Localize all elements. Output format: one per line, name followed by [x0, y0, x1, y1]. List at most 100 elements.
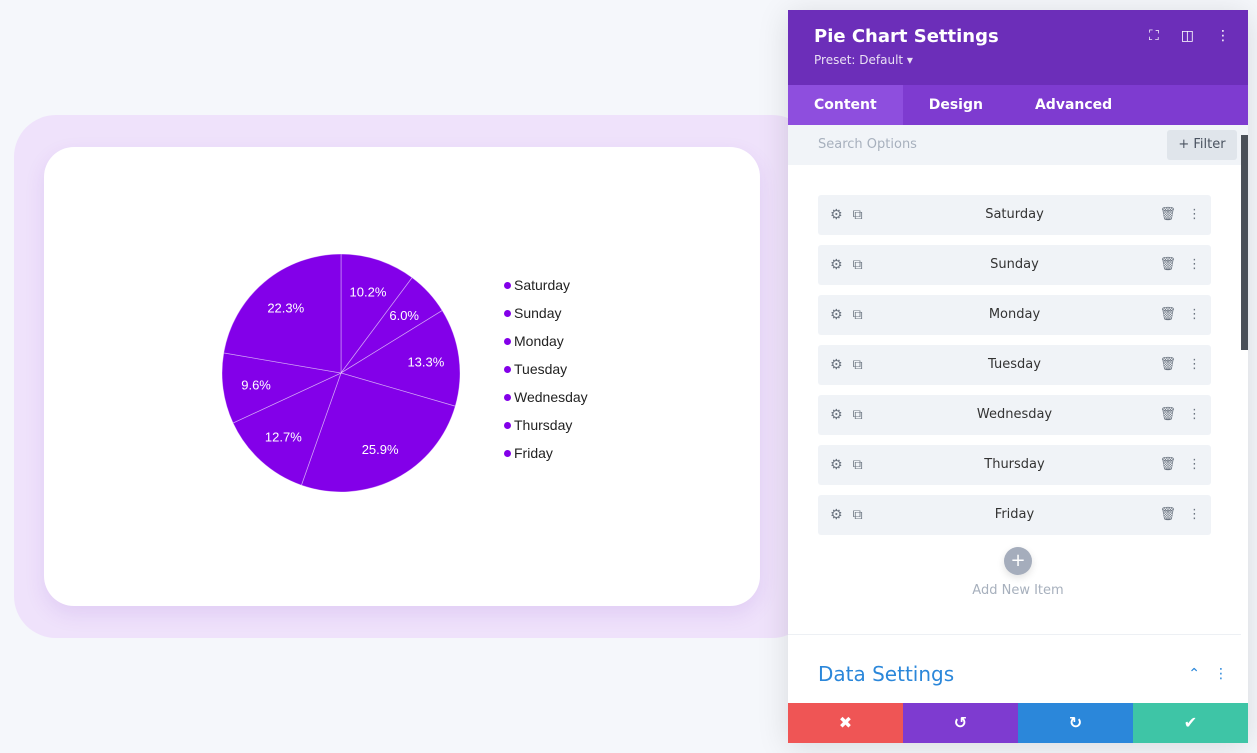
data-settings-toggle[interactable]: Data Settings [818, 662, 955, 686]
list-item[interactable]: ⚙ ⧉ Friday 🗑︎ ⋮ [818, 495, 1211, 535]
duplicate-icon[interactable]: ⧉ [852, 457, 863, 473]
item-menu-icon[interactable]: ⋮ [1188, 357, 1201, 372]
pie-slice-monday[interactable] [340, 309, 461, 407]
legend-dot-icon [504, 393, 511, 401]
gear-icon[interactable]: ⚙ [830, 457, 843, 473]
list-item[interactable]: ⚙ ⧉ Wednesday 🗑︎ ⋮ [818, 395, 1211, 435]
legend-dot-icon [504, 281, 511, 289]
legend-label: Monday [514, 333, 564, 349]
pie-slice-wednesday[interactable] [232, 372, 342, 486]
legend-item[interactable]: Wednesday [504, 383, 588, 411]
duplicate-icon[interactable]: ⧉ [852, 507, 863, 523]
item-menu-icon[interactable]: ⋮ [1188, 507, 1201, 522]
gear-icon[interactable]: ⚙ [830, 207, 843, 223]
legend-dot-icon [504, 337, 511, 345]
tab-advanced[interactable]: Advanced [1034, 97, 1113, 113]
redo-icon: ↻ [1068, 713, 1083, 732]
legend-item[interactable]: Saturday [504, 271, 588, 299]
list-item[interactable]: ⚙ ⧉ Saturday 🗑︎ ⋮ [818, 195, 1211, 235]
panel-title: Pie Chart Settings [814, 26, 999, 47]
slice-label: 6.0% [389, 308, 419, 323]
item-list: ⚙ ⧉ Saturday 🗑︎ ⋮ ⚙ ⧉ Sunday 🗑︎ ⋮ ⚙ ⧉ Monday 🗑︎ ⋮ ⚙ ⧉ Tue… [788, 165, 1248, 535]
add-new-item-button[interactable]: + Add New Item [788, 547, 1248, 598]
legend-item[interactable]: Sunday [504, 299, 588, 327]
trash-icon[interactable]: 🗑︎ [1159, 507, 1176, 522]
section-menu-icon[interactable]: ⋮ [1214, 666, 1228, 682]
split-view-icon[interactable]: ◫ [1180, 28, 1194, 44]
gear-icon[interactable]: ⚙ [830, 307, 843, 323]
check-icon: ✔ [1183, 713, 1198, 732]
item-menu-icon[interactable]: ⋮ [1188, 407, 1201, 422]
legend-label: Saturday [514, 277, 571, 293]
item-label: Monday [988, 307, 1041, 322]
trash-icon[interactable]: 🗑︎ [1159, 457, 1176, 472]
divider [788, 634, 1241, 635]
item-label: Wednesday [976, 407, 1053, 422]
legend-dot-icon [504, 449, 511, 457]
filter-button[interactable]: + Filter [1167, 130, 1237, 160]
item-menu-icon[interactable]: ⋮ [1188, 207, 1201, 222]
gear-icon[interactable]: ⚙ [830, 357, 843, 373]
item-menu-icon[interactable]: ⋮ [1188, 257, 1201, 272]
gear-icon[interactable]: ⚙ [830, 507, 843, 523]
slice-label: 12.7% [265, 429, 302, 444]
list-item[interactable]: ⚙ ⧉ Tuesday 🗑︎ ⋮ [818, 345, 1211, 385]
trash-icon[interactable]: 🗑︎ [1159, 207, 1176, 222]
item-menu-icon[interactable]: ⋮ [1188, 457, 1201, 472]
legend-item[interactable]: Tuesday [504, 355, 588, 383]
legend-label: Thursday [514, 417, 573, 433]
add-new-item-label: Add New Item [972, 583, 1064, 598]
panel-header[interactable]: Pie Chart Settings Preset: Default ▾ ⛶ ◫… [788, 10, 1248, 85]
legend-item[interactable]: Friday [504, 439, 588, 467]
list-item[interactable]: ⚙ ⧉ Sunday 🗑︎ ⋮ [818, 245, 1211, 285]
slice-label: 22.3% [267, 301, 304, 316]
cancel-button[interactable]: ✖ [788, 703, 903, 743]
legend-item[interactable]: Thursday [504, 411, 588, 439]
redo-button[interactable]: ↻ [1018, 703, 1133, 743]
close-icon: ✖ [838, 713, 853, 732]
duplicate-icon[interactable]: ⧉ [852, 407, 863, 423]
search-options-input[interactable]: Search Options + Filter [788, 125, 1248, 165]
tab-content[interactable]: Content [788, 85, 903, 125]
legend-item[interactable]: Monday [504, 327, 588, 355]
duplicate-icon[interactable]: ⧉ [852, 257, 863, 273]
chart-legend: Saturday Sunday Monday Tuesday Wednesday Thur… [504, 271, 588, 467]
item-label: Sunday [990, 257, 1039, 272]
trash-icon[interactable]: 🗑︎ [1159, 307, 1176, 322]
tab-bar: Content Design Advanced [788, 85, 1248, 125]
undo-button[interactable]: ↺ [903, 703, 1018, 743]
gear-icon[interactable]: ⚙ [830, 257, 843, 273]
pie-slice-thursday[interactable] [221, 352, 343, 424]
legend-label: Sunday [514, 305, 562, 321]
pie-slice-tuesday[interactable] [300, 372, 456, 493]
legend-label: Friday [514, 445, 553, 461]
duplicate-icon[interactable]: ⧉ [852, 357, 863, 373]
gear-icon[interactable]: ⚙ [830, 407, 843, 423]
chevron-up-icon[interactable]: ⌃ [1188, 666, 1200, 682]
more-options-icon[interactable]: ⋮ [1216, 28, 1230, 44]
duplicate-icon[interactable]: ⧉ [852, 207, 863, 223]
tab-design[interactable]: Design [928, 97, 983, 113]
fullscreen-icon[interactable]: ⛶ [1148, 28, 1159, 44]
preset-dropdown[interactable]: Preset: Default ▾ [814, 53, 913, 67]
scrollbar[interactable] [1241, 135, 1248, 350]
pie-slice-friday[interactable] [223, 253, 342, 374]
slice-label: 9.6% [241, 377, 271, 392]
list-item[interactable]: ⚙ ⧉ Thursday 🗑︎ ⋮ [818, 445, 1211, 485]
list-item[interactable]: ⚙ ⧉ Monday 🗑︎ ⋮ [818, 295, 1211, 335]
slice-label: 25.9% [362, 442, 399, 457]
pie-slice-sunday[interactable] [340, 277, 443, 374]
item-menu-icon[interactable]: ⋮ [1188, 307, 1201, 322]
trash-icon[interactable]: 🗑︎ [1159, 407, 1176, 422]
save-button[interactable]: ✔ [1133, 703, 1248, 743]
item-label: Thursday [984, 457, 1045, 472]
pie-chart: 10.2%6.0% 13.3% 25.9% 12.7% 9.6% 22.3% [221, 253, 461, 493]
legend-label: Tuesday [514, 361, 568, 377]
trash-icon[interactable]: 🗑︎ [1159, 257, 1176, 272]
duplicate-icon[interactable]: ⧉ [852, 307, 863, 323]
pie-slice-saturday[interactable] [340, 253, 413, 375]
item-label: Tuesday [988, 357, 1041, 372]
legend-dot-icon [504, 421, 511, 429]
pie-chart-module[interactable]: 10.2% 6.0% 13.3% 25.9% 12.7% 9.6% 22.3% Saturd… [44, 147, 760, 606]
trash-icon[interactable]: 🗑︎ [1159, 357, 1176, 372]
